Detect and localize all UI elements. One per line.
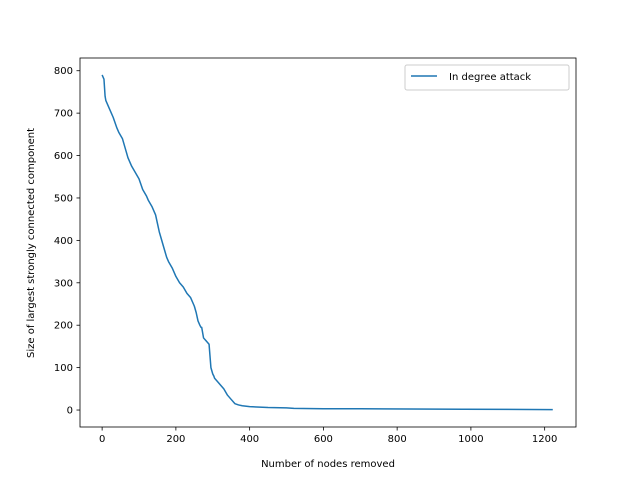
x-tick-label: 400 (240, 434, 259, 445)
y-tick-label: 800 (54, 66, 73, 77)
y-tick-label: 100 (54, 363, 73, 374)
x-tick-label: 1200 (532, 434, 557, 445)
x-tick-label: 200 (166, 434, 185, 445)
x-tick-label: 0 (99, 434, 105, 445)
x-axis-label: Number of nodes removed (261, 459, 395, 470)
y-tick-label: 300 (54, 278, 73, 289)
axes: 0 200 400 600 800 1000 1200 0 100 200 300 400 500 600… (54, 57, 577, 445)
axes-frame (79, 57, 577, 428)
x-tick-label: 1000 (458, 434, 483, 445)
y-tick-label: 600 (54, 151, 73, 162)
y-tick-label: 0 (67, 406, 73, 417)
y-axis-label: Size of largest strongly connected compo… (26, 128, 37, 358)
y-tick-label: 400 (54, 236, 73, 247)
series-line-0 (101, 74, 553, 411)
legend-box (404, 64, 570, 91)
x-tick-label: 800 (388, 434, 407, 445)
legend: In degree attack (404, 64, 570, 91)
y-tick-label: 500 (54, 193, 73, 204)
y-tick-label: 200 (54, 321, 73, 332)
y-tick-label: 700 (54, 109, 73, 120)
plot-area (101, 74, 553, 411)
x-tick-label: 600 (314, 434, 333, 445)
legend-label-in-degree-attack: In degree attack (449, 72, 531, 83)
